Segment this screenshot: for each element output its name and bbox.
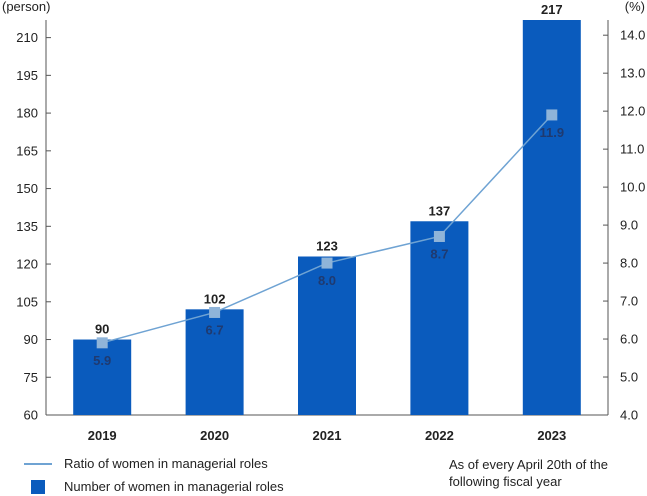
y-right-tick-label: 8.0 (620, 256, 638, 271)
y-left-tick-label: 105 (16, 294, 38, 309)
ratio-marker (209, 306, 221, 318)
y-left-tick-label: 195 (16, 68, 38, 83)
ratio-marker (546, 109, 558, 121)
x-category-label: 2019 (88, 428, 117, 440)
legend-bar-swatch (31, 479, 45, 494)
footnote-line-2: following fiscal year (449, 474, 562, 489)
x-category-label: 2021 (313, 428, 342, 440)
legend-line-swatch (24, 462, 52, 465)
y-right-tick-label: 4.0 (620, 408, 638, 423)
bar-value-label: 137 (429, 203, 451, 218)
bar (185, 309, 244, 415)
ratio-marker (433, 230, 445, 242)
legend-item-ratio: Ratio of women in managerial roles (24, 456, 268, 471)
bar-value-label: 123 (316, 238, 338, 253)
bar (298, 256, 356, 415)
y-left-tick-label: 210 (16, 30, 38, 45)
legend-label-ratio: Ratio of women in managerial roles (64, 456, 268, 471)
x-category-label: 2020 (200, 428, 229, 440)
ratio-value-label: 8.7 (430, 246, 448, 261)
y-right-tick-label: 12.0 (620, 104, 645, 119)
y-left-tick-label: 75 (24, 370, 38, 385)
y-left-tick-label: 135 (16, 219, 38, 234)
y-left-tick-label: 60 (24, 408, 38, 423)
y-right-tick-label: 5.0 (620, 370, 638, 385)
footnote: As of every April 20th of the following … (449, 456, 608, 490)
bar-value-label: 102 (204, 291, 226, 306)
ratio-value-label: 6.7 (206, 322, 224, 337)
y-right-tick-label: 10.0 (620, 180, 645, 195)
bar (73, 339, 132, 415)
y-left-tick-label: 90 (24, 332, 38, 347)
ratio-value-label: 11.9 (540, 125, 565, 140)
y-right-tick-label: 7.0 (620, 294, 638, 309)
bar (522, 20, 581, 415)
ratio-value-label: 8.0 (318, 273, 336, 288)
ratio-marker (96, 337, 108, 349)
chart: 60 75 90 105 120 135 150 165 180 195 210 4.0 5.0 6.0 7… (2, 0, 645, 440)
legend-label-number: Number of women in managerial roles (64, 479, 284, 494)
bar (410, 221, 469, 415)
bar-value-label: 217 (541, 2, 563, 17)
footnote-line-1: As of every April 20th of the (449, 457, 608, 472)
y-left-tick-label: 165 (16, 143, 38, 158)
ratio-marker (321, 257, 333, 269)
x-category-label: 2022 (425, 428, 454, 440)
y-left-tick-label: 180 (16, 106, 38, 121)
legend-item-number: Number of women in managerial roles (24, 479, 284, 494)
y-left-unit: (person) (2, 0, 50, 14)
y-left-tick-label: 150 (16, 181, 38, 196)
y-left-tick-label: 120 (16, 257, 38, 272)
y-right-tick-label: 13.0 (620, 66, 645, 81)
y-right-tick-label: 11.0 (620, 142, 644, 157)
y-right-tick-label: 14.0 (620, 28, 645, 43)
y-right-tick-label: 9.0 (620, 218, 638, 233)
x-category-label: 2023 (537, 428, 566, 440)
ratio-value-label: 5.9 (93, 353, 111, 368)
y-right-tick-label: 6.0 (620, 332, 638, 347)
bar-value-label: 90 (95, 322, 109, 337)
y-right-unit: (%) (625, 0, 645, 14)
